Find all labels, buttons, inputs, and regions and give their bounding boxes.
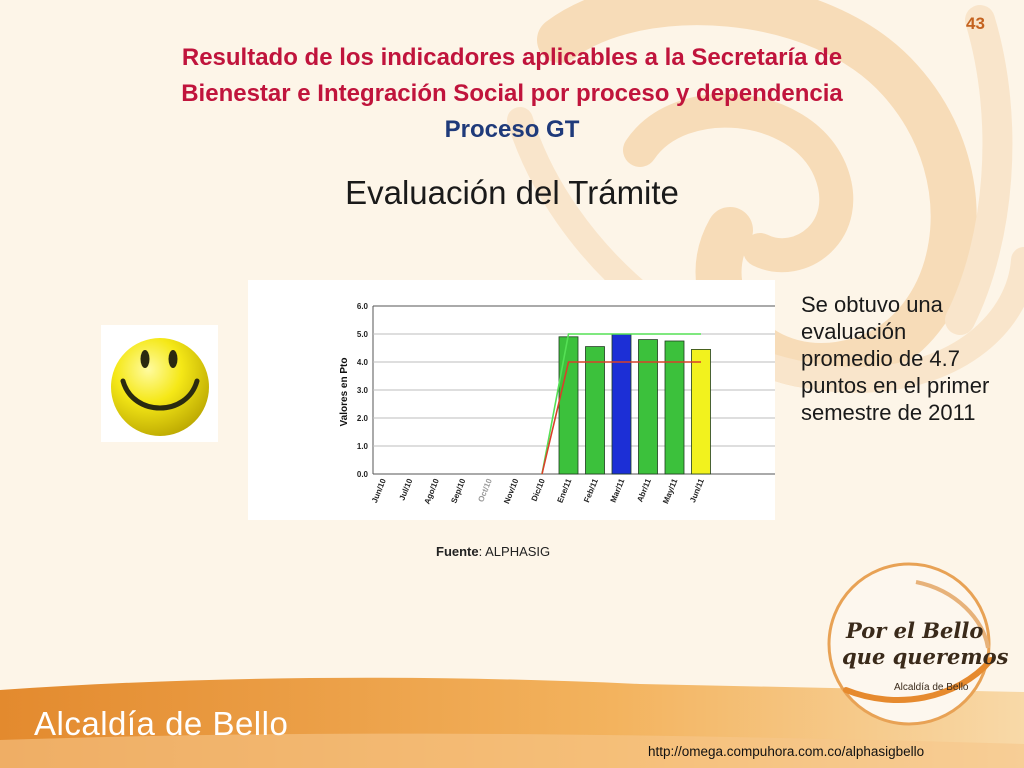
- title-line-2: Bienestar e Integración Social por proce…: [181, 80, 843, 107]
- x-tick-label: Abr/11: [635, 477, 653, 504]
- x-tick-label: Jul/10: [398, 477, 415, 502]
- logo-line-1: Por el Bello: [845, 618, 983, 643]
- x-tick-label: Sep/10: [449, 477, 467, 505]
- bar-Abr/11: [638, 339, 658, 475]
- x-tick-label: Dic/10: [530, 477, 547, 503]
- y-tick-label: 2.0: [357, 414, 369, 423]
- bar-Feb/11: [585, 346, 605, 475]
- bar-Jun/11: [691, 349, 711, 475]
- x-tick-label: May/11: [661, 477, 679, 505]
- x-tick-label: Jun/11: [688, 477, 706, 504]
- green-reference-line: [541, 333, 701, 475]
- chart-panel: 0.0 1.0 2.0 3.0 4.0 5.0 6.0 Jun/10 Jul/10 Ago/10…: [248, 280, 775, 520]
- x-tick-label: Nov/10: [502, 477, 520, 505]
- footer-url[interactable]: http://omega.compuhora.com.co/alphasigbe…: [648, 744, 925, 759]
- bar-chart: 0.0 1.0 2.0 3.0 4.0 5.0 6.0 Jun/10 Jul/10 Ago/10…: [339, 302, 775, 506]
- footer-brand: Alcaldía de Bello: [34, 705, 289, 742]
- x-tick-label: Ago/10: [423, 477, 442, 506]
- source-note: Fuente: ALPHASIG: [436, 544, 550, 559]
- x-tick-label: Jun/10: [370, 477, 388, 504]
- section-heading: Evaluación del Trámite: [345, 174, 679, 211]
- x-tick-label: Ene/11: [556, 477, 574, 504]
- y-tick-label: 1.0: [357, 442, 369, 451]
- y-tick-label: 0.0: [357, 470, 369, 479]
- bar-Ene/11: [558, 336, 579, 475]
- source-value: : ALPHASIG: [478, 544, 551, 559]
- slide-number: 43: [966, 14, 985, 33]
- y-tick-label: 4.0: [357, 358, 369, 367]
- smiley-face-icon: [111, 338, 209, 436]
- y-tick-label: 6.0: [357, 302, 369, 311]
- logo-subtitle: Alcaldía de Bello: [894, 682, 969, 693]
- y-tick-label: 3.0: [357, 386, 369, 395]
- title-line-1: Resultado de los indicadores aplicables …: [181, 44, 843, 71]
- summary-text: Se obtuvo una evaluación promedio de 4.7…: [801, 292, 990, 425]
- bar-Mar/11: [611, 333, 632, 475]
- x-tick-label: Mar/11: [609, 477, 627, 504]
- red-reference-line: [541, 361, 701, 475]
- logo-line-2: que queremos: [842, 644, 1009, 669]
- source-label: Fuente: [436, 544, 479, 559]
- y-tick-label: 5.0: [357, 330, 369, 339]
- y-axis-label: Valores en Pto: [339, 358, 350, 427]
- slide-title: Resultado de los indicadores aplicables …: [60, 40, 964, 148]
- bar-May/11: [664, 340, 685, 475]
- smiley-image: [101, 325, 218, 442]
- title-process: Proceso GT: [444, 116, 580, 143]
- por-el-bello-logo: Por el Bello que queremos Alcaldía de Be…: [806, 560, 1012, 728]
- x-tick-label: Oct/10: [476, 477, 494, 504]
- x-tick-label: Feb/11: [582, 477, 600, 504]
